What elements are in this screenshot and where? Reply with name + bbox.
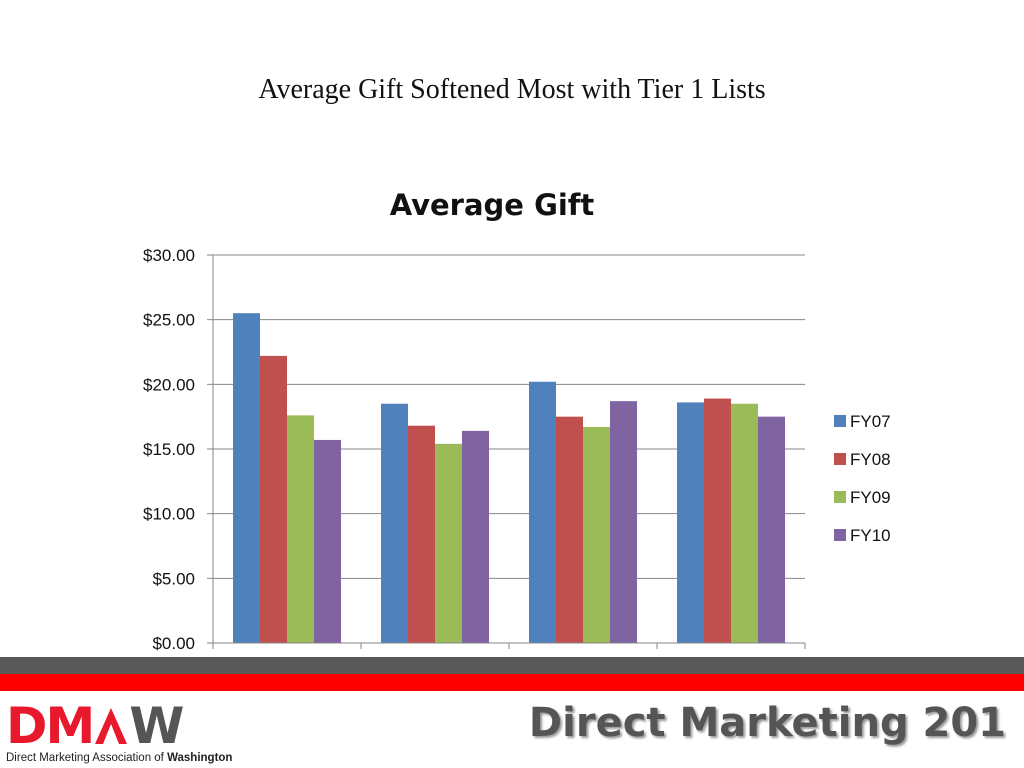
y-tick-label: $0.00	[152, 634, 195, 653]
slide-title: Average Gift Softened Most with Tier 1 L…	[258, 74, 766, 105]
legend-swatch-fy10	[834, 529, 846, 541]
bar-fy08-tier-3	[556, 416, 583, 643]
bar-fy10-no-tier	[758, 416, 785, 643]
y-tick-label: $10.00	[143, 505, 195, 524]
logo-mark-left: DM	[6, 697, 95, 755]
bar-fy09-tier-2	[435, 443, 462, 643]
brand-text: Direct Marketing 201	[528, 700, 1006, 746]
legend-swatch-fy08	[834, 453, 846, 465]
bar-fy10-tier-2	[462, 430, 489, 643]
y-tick-label: $15.00	[143, 440, 195, 459]
footer-dark-band	[0, 657, 1024, 674]
bar-fy09-tier-3	[583, 427, 610, 643]
legend-label-fy08: FY08	[850, 450, 891, 469]
logo-subtitle-text: Direct Marketing Association of	[6, 752, 164, 764]
chart-title: Average Gift	[390, 188, 595, 222]
logo-mark: DM W	[6, 700, 256, 752]
legend-label-fy09: FY09	[850, 488, 891, 507]
average-gift-chart: Average Gift $0.00 $5.00 $10.00 $15.00 $20.0…	[143, 188, 891, 653]
legend-swatch-fy09	[834, 491, 846, 503]
bar-fy07-tier-1	[233, 313, 260, 643]
bar-fy07-tier-3	[529, 381, 556, 643]
bar-fy09-no-tier	[731, 403, 758, 643]
dmaw-logo: DM W Direct Marketing Association of Wash…	[6, 700, 256, 768]
bar-fy10-tier-1	[314, 439, 341, 643]
y-tick-label: $20.00	[143, 375, 195, 394]
y-tick-label: $5.00	[152, 569, 195, 588]
logo-triangle-icon	[95, 708, 128, 744]
bar-fy08-tier-2	[408, 425, 435, 643]
bar-fy08-tier-1	[260, 355, 287, 643]
bar-fy10-tier-3	[610, 401, 637, 643]
logo-mark-right: W	[129, 697, 184, 755]
logo-subtitle: Direct Marketing Association of Washingt…	[6, 752, 256, 764]
logo-subtitle-bold: Washington	[167, 752, 233, 764]
bar-fy07-no-tier	[677, 402, 704, 643]
y-tick-label: $30.00	[143, 246, 195, 265]
legend-label-fy10: FY10	[850, 526, 891, 545]
bar-fy07-tier-2	[381, 403, 408, 643]
footer-red-band	[0, 674, 1024, 691]
bar-fy08-no-tier	[704, 398, 731, 643]
legend-swatch-fy07	[834, 415, 846, 427]
y-tick-label: $25.00	[143, 311, 195, 330]
legend-label-fy07: FY07	[850, 412, 891, 431]
bar-fy09-tier-1	[287, 415, 314, 643]
